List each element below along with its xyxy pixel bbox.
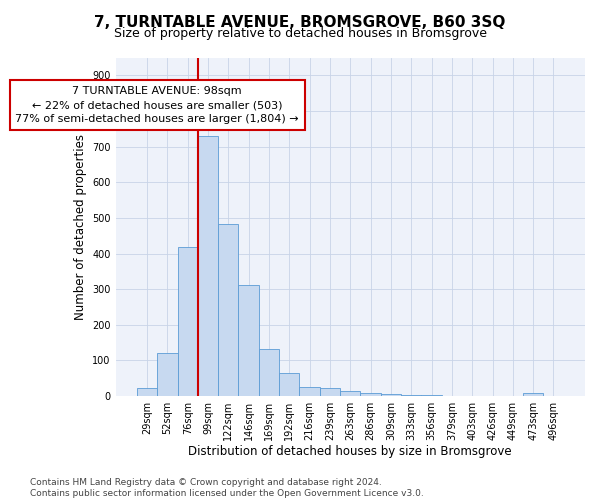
Y-axis label: Number of detached properties: Number of detached properties: [74, 134, 86, 320]
Bar: [299, 387, 320, 396]
Bar: [381, 394, 401, 396]
Bar: [320, 388, 340, 396]
Bar: [340, 392, 361, 396]
Bar: [238, 285, 259, 396]
Bar: [137, 388, 157, 396]
Bar: [259, 349, 279, 396]
X-axis label: Distribution of detached houses by size in Bromsgrove: Distribution of detached houses by size …: [188, 444, 512, 458]
Bar: [361, 392, 381, 396]
Bar: [157, 352, 178, 396]
Bar: [401, 395, 421, 396]
Bar: [279, 373, 299, 396]
Text: Contains HM Land Registry data © Crown copyright and database right 2024.
Contai: Contains HM Land Registry data © Crown c…: [30, 478, 424, 498]
Bar: [523, 393, 544, 396]
Text: 7 TURNTABLE AVENUE: 98sqm
← 22% of detached houses are smaller (503)
77% of semi: 7 TURNTABLE AVENUE: 98sqm ← 22% of detac…: [16, 86, 299, 124]
Bar: [178, 247, 198, 396]
Text: 7, TURNTABLE AVENUE, BROMSGROVE, B60 3SQ: 7, TURNTABLE AVENUE, BROMSGROVE, B60 3SQ: [94, 15, 506, 30]
Bar: [218, 224, 238, 396]
Bar: [198, 136, 218, 396]
Text: Size of property relative to detached houses in Bromsgrove: Size of property relative to detached ho…: [113, 28, 487, 40]
